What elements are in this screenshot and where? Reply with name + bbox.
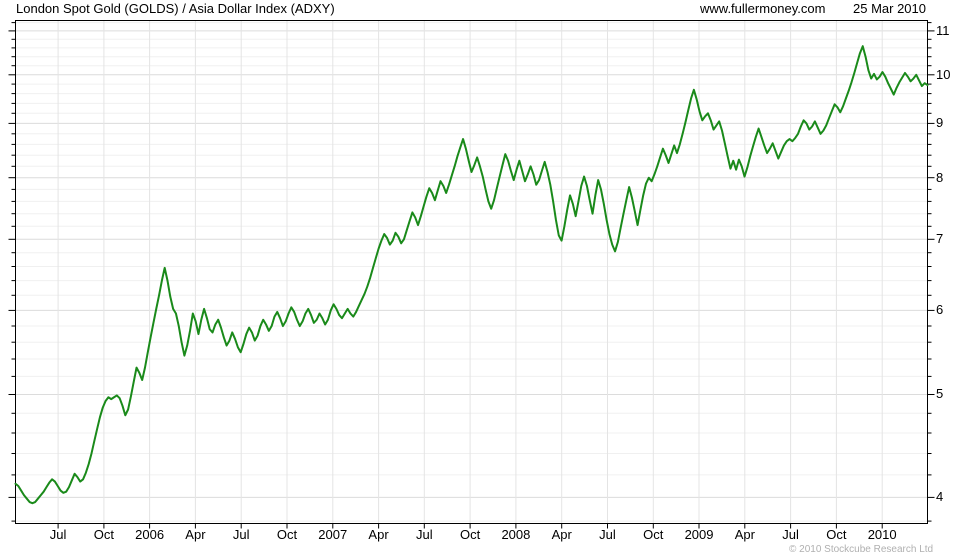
x-axis-tick-label: Jul — [599, 527, 616, 542]
x-axis-tick-label: Oct — [826, 527, 847, 542]
x-axis-tick-label: Oct — [276, 527, 298, 542]
x-axis-tick-label: 2008 — [501, 527, 531, 542]
y-axis-tick-label: 9 — [936, 115, 944, 131]
data-line-golds-adxy — [14, 45, 929, 505]
x-axis-tick-label: Jul — [49, 527, 67, 542]
y-axis-tick-label: 4 — [936, 489, 944, 505]
y-axis-tick-label: 6 — [936, 302, 944, 318]
plot-border — [15, 20, 928, 524]
gridlines — [15, 20, 928, 524]
x-axis-tick-label: Apr — [734, 527, 755, 542]
x-axis-tick-label: 2007 — [318, 527, 348, 542]
copyright-label: © 2010 Stockcube Research Ltd — [789, 544, 934, 555]
x-axis-tick-label: Oct — [643, 527, 664, 542]
y-axis-tick-label: 8 — [936, 169, 944, 185]
y-axis-tick-label: 11 — [936, 22, 950, 38]
date-label: 25 Mar 2010 — [853, 1, 926, 16]
x-axis-tick-label: Jul — [416, 527, 433, 542]
x-axis-tick-label: Apr — [368, 527, 389, 542]
x-axis-tick-label: Jul — [782, 527, 799, 542]
x-axis-tick-label: 2006 — [135, 527, 165, 542]
x-axis-tick-label: 2010 — [867, 527, 897, 542]
y-axis-tick-label: 7 — [936, 231, 944, 247]
x-axis-tick-label: Oct — [93, 527, 114, 542]
axis-ticks — [8, 22, 935, 529]
x-axis-tick-label: Oct — [460, 527, 481, 542]
website-label: www.fullermoney.com — [700, 1, 826, 16]
x-axis-tick-label: 2009 — [684, 527, 714, 542]
y-axis-tick-label: 5 — [936, 386, 944, 402]
x-axis-tick-label: Jul — [232, 527, 250, 542]
x-axis-tick-label: Apr — [185, 527, 206, 542]
x-axis-tick-label: Apr — [551, 527, 572, 542]
y-axis-tick-label: 10 — [936, 66, 951, 82]
chart-title: London Spot Gold (GOLDS) / Asia Dollar I… — [16, 1, 335, 16]
